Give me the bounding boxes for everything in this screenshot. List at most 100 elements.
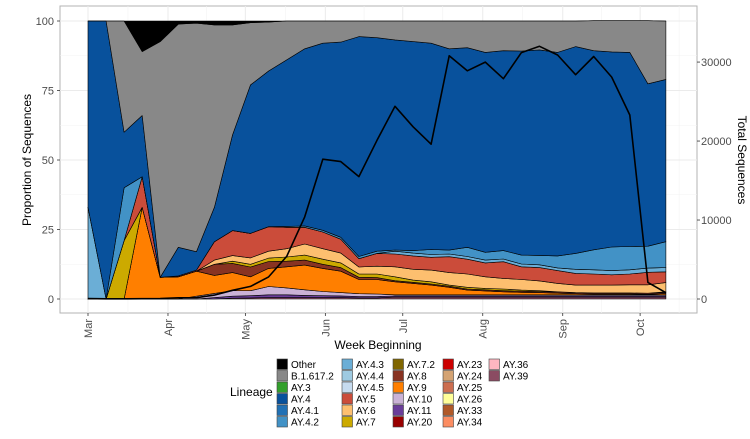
x-tick-label: Jun xyxy=(320,319,332,337)
legend-item: AY.7.2 xyxy=(392,358,435,371)
legend-item: AY.33 xyxy=(442,404,483,417)
legend-item: AY.4.1 xyxy=(276,404,319,417)
legend-item: AY.10 xyxy=(392,393,433,406)
legend-item: AY.4.2 xyxy=(276,416,319,429)
legend-label: AY.8 xyxy=(407,372,427,383)
legend-label: AY.25 xyxy=(457,383,483,394)
legend-label: AY.26 xyxy=(457,395,483,406)
x-tick-label: Aug xyxy=(478,319,490,339)
legend-item: AY.24 xyxy=(442,370,483,383)
legend-key xyxy=(442,358,454,370)
legend-item: AY.4.5 xyxy=(341,381,384,394)
legend-key xyxy=(392,404,404,416)
legend-label: AY.4 xyxy=(291,395,311,406)
legend-title: Lineage xyxy=(230,385,273,399)
legend-key xyxy=(276,404,288,416)
legend-item: AY.23 xyxy=(442,358,483,371)
axes: 0 25 50 75 100 0 10000 20000 30000 Mar Apr May Jun Ju… xyxy=(36,16,732,340)
x-tick-label: Mar xyxy=(83,319,95,338)
legend-item: AY.4.4 xyxy=(341,370,384,383)
y-tick-label: 50 xyxy=(42,155,54,167)
legend-item: AY.7 xyxy=(341,416,376,429)
legend-key xyxy=(341,370,353,382)
legend-label: AY.4.5 xyxy=(356,383,384,394)
legend-label: AY.4.3 xyxy=(356,360,384,371)
areas xyxy=(87,20,667,300)
legend-item: AY.36 xyxy=(488,358,529,371)
legend-key xyxy=(488,370,500,382)
x-tick-label: May xyxy=(240,319,252,340)
legend-item: AY.11 xyxy=(392,404,432,417)
legend-item: AY.25 xyxy=(442,381,483,394)
area-Other xyxy=(87,20,667,52)
legend-label: AY.4.4 xyxy=(356,372,384,383)
y2-axis-title: Total Sequences xyxy=(735,116,749,205)
legend-label: AY.5 xyxy=(356,395,376,406)
legend-label: AY.4.2 xyxy=(291,418,319,429)
legend-key xyxy=(341,358,353,370)
legend-key xyxy=(276,393,288,405)
legend-label: AY.3 xyxy=(291,383,311,394)
legend-key xyxy=(341,381,353,393)
legend-key xyxy=(442,416,454,428)
legend-key xyxy=(392,416,404,428)
legend-label: AY.34 xyxy=(457,418,483,429)
y-axis-title: Proportion of Sequences xyxy=(20,94,34,226)
legend-key xyxy=(276,370,288,382)
x-tick-label: Apr xyxy=(163,319,175,336)
legend-key xyxy=(392,381,404,393)
legend-label: AY.7.2 xyxy=(407,360,435,371)
legend-item: AY.5 xyxy=(341,393,376,406)
legend-label: AY.33 xyxy=(457,406,483,417)
legend-key xyxy=(442,370,454,382)
legend-item: B.1.617.2 xyxy=(276,370,334,383)
legend-key xyxy=(442,393,454,405)
legend-label: AY.10 xyxy=(407,395,433,406)
x-tick-label: Jul xyxy=(398,319,410,333)
legend-item: AY.4.3 xyxy=(341,358,384,371)
legend-item: AY.8 xyxy=(392,370,427,383)
legend-label: AY.11 xyxy=(407,406,432,417)
legend-label: AY.4.1 xyxy=(291,406,319,417)
legend-label: B.1.617.2 xyxy=(291,372,334,383)
y-tick-label: 100 xyxy=(36,16,54,28)
legend-label: AY.39 xyxy=(503,372,529,383)
legend-key xyxy=(488,358,500,370)
legend-label: Other xyxy=(291,360,317,371)
legend-label: AY.6 xyxy=(356,406,376,417)
legend-label: AY.36 xyxy=(503,360,529,371)
legend-key xyxy=(392,370,404,382)
legend-key xyxy=(276,381,288,393)
total-sequences-line-group xyxy=(87,45,667,300)
legend-label: AY.23 xyxy=(457,360,483,371)
legend-item: Other xyxy=(276,358,317,371)
legend-item: AY.26 xyxy=(442,393,483,406)
legend-item: AY.6 xyxy=(341,404,376,417)
legend-key xyxy=(392,393,404,405)
legend-item: AY.34 xyxy=(442,416,483,429)
y2-tick-label: 20000 xyxy=(701,136,732,148)
legend-item: AY.39 xyxy=(488,370,529,383)
y2-tick-label: 30000 xyxy=(701,57,732,69)
y-tick-label: 75 xyxy=(42,86,54,98)
y2-tick-label: 0 xyxy=(701,294,707,306)
legend-label: AY.24 xyxy=(457,372,483,383)
legend-key xyxy=(276,358,288,370)
y-tick-label: 0 xyxy=(48,294,54,306)
legend-key xyxy=(276,416,288,428)
legend-key xyxy=(341,393,353,405)
y-tick-label: 25 xyxy=(42,225,54,237)
legend-key xyxy=(442,404,454,416)
legend-item: AY.4 xyxy=(276,393,311,406)
total-sequences-line xyxy=(87,45,667,300)
legend-key xyxy=(442,381,454,393)
legend-label: AY.20 xyxy=(407,418,433,429)
x-tick-label: Sep xyxy=(558,319,570,339)
legend-label: AY.9 xyxy=(407,383,427,394)
legend-key xyxy=(341,404,353,416)
legend-item: AY.3 xyxy=(276,381,311,394)
legend-key xyxy=(392,358,404,370)
x-tick-label: Oct xyxy=(635,319,647,336)
